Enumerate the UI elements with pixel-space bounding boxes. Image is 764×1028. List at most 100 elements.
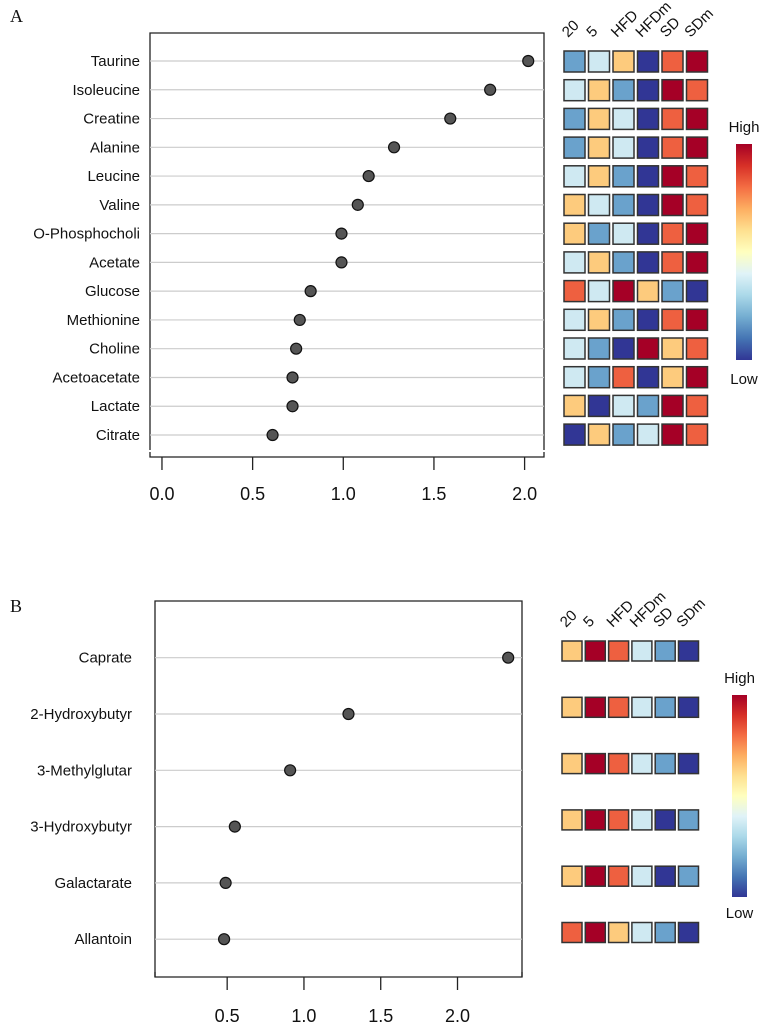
data-point <box>304 285 317 298</box>
heatmap-cell <box>612 423 635 446</box>
heatmap-cell <box>587 251 611 274</box>
heatmap-cell <box>563 78 586 102</box>
heatmap-cell <box>563 222 586 245</box>
heatmap-cell <box>584 865 607 887</box>
x-tick-label: 1.0 <box>331 484 356 504</box>
heatmap-cell <box>612 193 635 217</box>
heatmap-cell <box>607 696 630 719</box>
category-label: Alanine <box>90 139 140 156</box>
heatmap-cell <box>631 752 653 775</box>
heatmap-cell <box>561 696 583 719</box>
heatmap-cell <box>631 809 653 831</box>
heatmap-cell <box>661 78 684 102</box>
heatmap-cell <box>612 308 635 332</box>
heatmap-cell <box>636 394 660 418</box>
category-label: Allantoin <box>74 931 132 948</box>
data-point <box>219 876 232 890</box>
heatmap-cell <box>661 279 684 303</box>
heatmap-cell <box>685 78 709 102</box>
heatmap-cell <box>584 809 607 831</box>
heatmap-cell <box>587 365 611 389</box>
heatmap-cell <box>636 50 660 73</box>
heatmap-cell <box>661 337 684 360</box>
category-label: Creatine <box>83 111 140 128</box>
x-axis-line <box>154 972 523 978</box>
heatmap-cell <box>661 165 684 188</box>
data-point <box>218 933 231 946</box>
color-scale-bar <box>732 695 747 897</box>
heatmap-cell <box>631 696 653 719</box>
data-point <box>444 112 457 125</box>
category-label: O-Phosphocholi <box>33 226 140 243</box>
category-label: Acetoacetate <box>52 369 140 386</box>
heatmap-cell <box>677 640 700 662</box>
heatmap-cell <box>612 136 635 159</box>
color-scale-low-label: Low <box>726 905 754 922</box>
category-label: Leucine <box>87 168 140 185</box>
data-point <box>293 313 306 327</box>
heatmap-cell <box>607 865 630 887</box>
heatmap-cell <box>661 365 684 389</box>
heatmap-cell <box>587 136 611 159</box>
category-label: Isoleucine <box>72 82 140 99</box>
x-tick-label: 0.5 <box>240 484 265 504</box>
category-label: 3-Hydroxybutyr <box>30 819 132 836</box>
panel-label: B <box>10 596 22 616</box>
heatmap-cell <box>587 279 611 303</box>
x-tick-label: 2.0 <box>445 1006 470 1026</box>
heatmap-cell <box>607 921 630 944</box>
category-label: Glucose <box>85 283 140 300</box>
heatmap-cell <box>685 193 709 217</box>
heatmap-cell <box>607 809 630 831</box>
heatmap-cell <box>661 136 684 159</box>
heatmap-cell <box>587 394 611 418</box>
plot-frame <box>149 32 545 450</box>
data-point <box>351 198 364 211</box>
category-label: 3-Methylglutar <box>37 762 132 779</box>
x-tick-label: 1.5 <box>421 484 446 504</box>
data-point <box>362 169 375 183</box>
color-scale-high-label: High <box>729 119 760 136</box>
heatmap-cell <box>677 921 700 944</box>
heatmap-cell <box>612 337 635 360</box>
heatmap-cell <box>587 165 611 188</box>
heatmap-cell <box>563 136 586 159</box>
data-point <box>228 820 241 833</box>
category-label: Acetate <box>89 254 140 271</box>
category-label: Citrate <box>96 427 140 444</box>
heatmap-cell <box>612 251 635 274</box>
color-scale-bar <box>736 144 752 360</box>
heatmap-cell <box>636 365 660 389</box>
heatmap-cell <box>563 279 586 303</box>
heatmap-cell <box>685 279 709 303</box>
heatmap-cell <box>677 752 700 775</box>
data-point <box>266 428 279 442</box>
heatmap-cell <box>612 222 635 245</box>
heatmap-cell <box>636 193 660 217</box>
heatmap-cell <box>636 222 660 245</box>
heatmap-cell <box>654 809 676 831</box>
heatmap-cell <box>685 136 709 159</box>
heatmap-cell <box>563 394 586 418</box>
category-label: Valine <box>99 197 140 214</box>
heatmap-cell <box>587 423 611 446</box>
heatmap-cell <box>661 107 684 131</box>
heatmap-cell <box>587 193 611 217</box>
heatmap-cell <box>587 337 611 360</box>
heatmap-cell <box>587 50 611 73</box>
x-tick-label: 2.0 <box>512 484 537 504</box>
heatmap-cell <box>563 165 586 188</box>
heatmap-cell <box>563 365 586 389</box>
heatmap-cell <box>685 423 709 446</box>
heatmap-column-label: SDm <box>681 5 717 41</box>
heatmap-cell <box>685 337 709 360</box>
heatmap-cell <box>661 251 684 274</box>
heatmap-cell <box>612 394 635 418</box>
heatmap-cell <box>677 809 700 831</box>
heatmap-cell <box>654 640 676 662</box>
heatmap-cell <box>636 107 660 131</box>
heatmap-cell <box>612 50 635 73</box>
category-label: Taurine <box>91 53 140 70</box>
